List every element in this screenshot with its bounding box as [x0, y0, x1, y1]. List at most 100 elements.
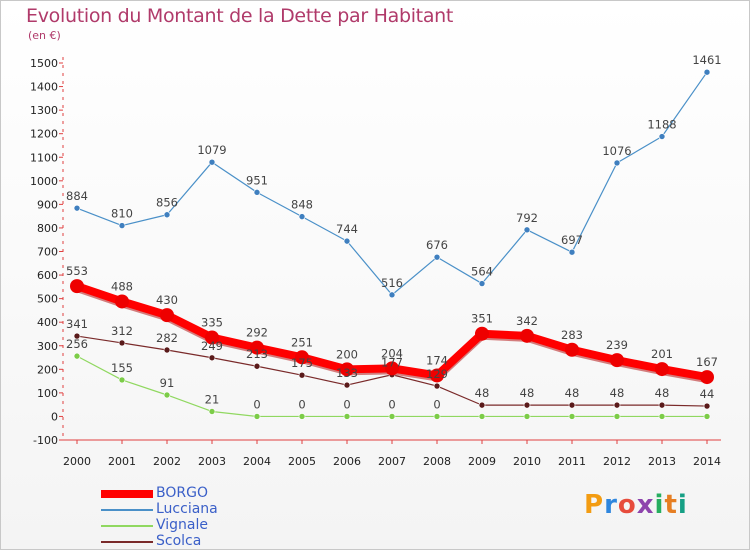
data-label: 1076	[602, 144, 631, 158]
data-label: 175	[291, 356, 313, 370]
chart-title: Evolution du Montant de la Dette par Hab…	[26, 5, 454, 27]
data-point	[613, 159, 621, 167]
x-tick-label: 2003	[198, 455, 226, 468]
data-label: 488	[111, 279, 133, 293]
data-point	[703, 413, 711, 420]
y-tick-label: 0	[51, 410, 58, 423]
data-label: 0	[343, 397, 350, 411]
data-labels-layer: 884 810 856 1079 951 848 744 516 676 564 792 697 107…	[66, 53, 722, 411]
data-label: 282	[156, 331, 178, 345]
data-point	[520, 328, 534, 343]
data-label: 1461	[692, 53, 721, 67]
data-point	[655, 362, 669, 377]
y-tick-label: 1500	[30, 57, 58, 70]
series-lucciana	[73, 68, 711, 299]
x-tick-label: 2013	[648, 455, 676, 468]
data-label: 697	[561, 233, 583, 247]
data-point	[163, 211, 171, 219]
x-tick-label: 2008	[423, 455, 451, 468]
data-label: 177	[381, 356, 403, 370]
data-point	[298, 213, 306, 220]
data-point	[565, 342, 579, 357]
data-point	[298, 413, 306, 420]
data-label: 351	[471, 312, 493, 326]
legend-label: Scolca	[156, 533, 202, 549]
data-point	[388, 413, 396, 420]
data-point	[478, 413, 486, 420]
y-tick-label: 1400	[30, 81, 58, 94]
data-label: 133	[336, 366, 358, 380]
data-point	[208, 354, 216, 362]
data-label: 129	[426, 367, 448, 381]
axes: -100010020030040050060070080090010001100…	[30, 57, 721, 468]
data-label: 283	[561, 328, 583, 342]
data-point	[118, 376, 126, 384]
data-label: 564	[471, 265, 493, 279]
logo-letter: o	[617, 490, 637, 520]
data-point	[658, 413, 666, 420]
data-point	[205, 330, 219, 345]
data-label: 848	[291, 198, 313, 212]
data-label: 744	[336, 222, 358, 236]
data-label: 1079	[197, 143, 226, 157]
data-label: 204	[381, 346, 403, 360]
data-point	[343, 413, 351, 420]
data-point	[658, 133, 666, 140]
data-label: 48	[565, 386, 580, 400]
x-tick-label: 2001	[108, 455, 136, 468]
data-label: 430	[156, 293, 178, 307]
data-label: 201	[651, 347, 673, 361]
y-tick-label: 200	[37, 363, 58, 376]
y-tick-label: 900	[37, 198, 58, 211]
y-tick-label: 400	[37, 316, 58, 329]
x-tick-label: 2011	[558, 455, 586, 468]
data-point	[253, 362, 261, 370]
data-label: 342	[516, 314, 538, 328]
data-point	[343, 381, 351, 389]
data-label: 251	[291, 335, 313, 349]
y-tick-label: 600	[37, 269, 58, 282]
series-line	[76, 71, 708, 296]
x-tick-label: 2006	[333, 455, 361, 468]
y-tick-label: 700	[37, 246, 58, 259]
x-tick-label: 2007	[378, 455, 406, 468]
data-point	[208, 158, 216, 166]
legend-swatch	[101, 525, 153, 527]
y-tick-label: 100	[37, 387, 58, 400]
data-point	[568, 401, 576, 409]
data-label: 792	[516, 211, 538, 225]
data-label: 213	[246, 347, 268, 361]
data-label: 676	[426, 238, 448, 252]
data-point	[253, 413, 261, 420]
data-point	[568, 413, 576, 420]
data-label: 48	[520, 386, 535, 400]
data-label: 48	[655, 386, 670, 400]
data-point	[340, 362, 354, 377]
data-label: 200	[336, 347, 358, 361]
data-point	[250, 340, 264, 355]
data-point	[703, 68, 711, 76]
data-label: 48	[475, 386, 490, 400]
data-point	[478, 280, 486, 287]
legend-label: Lucciana	[156, 501, 218, 517]
data-label: 951	[246, 173, 268, 187]
data-point	[430, 368, 444, 383]
data-point	[253, 189, 261, 196]
data-label: 48	[610, 386, 625, 400]
legend-label: Vignale	[156, 517, 209, 533]
data-point	[610, 353, 624, 368]
data-point	[568, 248, 576, 256]
data-point	[700, 370, 714, 385]
legend-swatch	[101, 509, 153, 511]
data-point	[613, 413, 621, 420]
data-label: 810	[111, 207, 133, 221]
x-tick-label: 2009	[468, 455, 496, 468]
data-label: 0	[298, 397, 305, 411]
data-label: 856	[156, 196, 178, 210]
data-point	[523, 226, 531, 234]
x-tick-label: 2014	[693, 455, 721, 468]
y-tick-label: 1000	[30, 175, 58, 188]
y-tick-label: 800	[37, 222, 58, 235]
data-point	[115, 294, 129, 309]
